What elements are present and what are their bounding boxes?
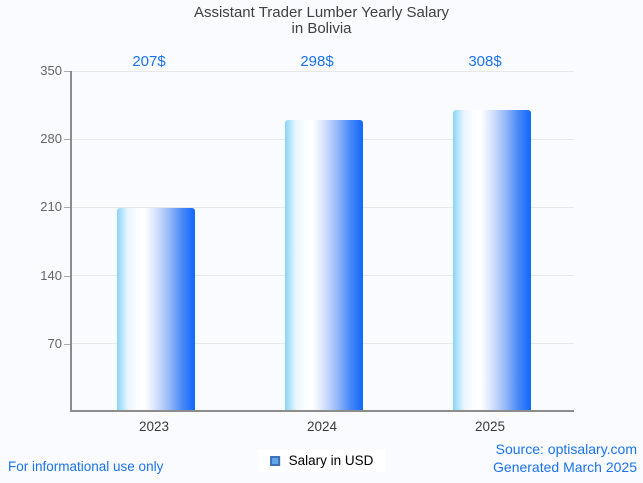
y-axis-label: 70: [47, 335, 62, 351]
x-axis-label: 2025: [474, 419, 506, 434]
generated-text: Generated March 2025: [493, 458, 637, 475]
y-tick-mark: [64, 71, 70, 72]
source-attribution: Source: optisalary.com Generated March 2…: [493, 441, 637, 476]
bar-2023[interactable]: [117, 208, 195, 410]
bar-value-label: 207$: [132, 53, 166, 70]
bar-2025[interactable]: [453, 109, 531, 410]
y-tick-mark: [64, 139, 70, 141]
disclaimer-text: For informational use only: [8, 459, 164, 474]
legend-label: Salary in USD: [288, 453, 374, 468]
y-axis-label: 140: [40, 267, 62, 283]
y-tick-mark: [64, 343, 70, 345]
y-axis-label: 350: [40, 63, 62, 78]
source-text: Source: optisalary.com: [495, 441, 637, 457]
plot-area: [70, 70, 574, 412]
chart-title: Assistant Trader Lumber Yearly Salary in…: [0, 5, 643, 37]
y-axis-label: 280: [40, 131, 62, 147]
chart-title-line1: Assistant Trader Lumber Yearly Salary: [193, 4, 450, 21]
y-tick-mark: [64, 275, 70, 277]
bar-value-label: 298$: [300, 53, 334, 70]
bar-2024[interactable]: [285, 119, 363, 410]
y-axis-label: 210: [40, 199, 62, 215]
x-axis-label: 2023: [138, 419, 170, 434]
x-axis-label: 2024: [306, 419, 338, 434]
y-tick-mark: [64, 207, 70, 209]
legend-item-salary-in-usd[interactable]: Salary in USD: [257, 449, 386, 472]
bar-value-label: 308$: [468, 53, 502, 70]
legend-swatch-icon: [269, 455, 280, 466]
gridline: [72, 70, 574, 72]
chart-title-line2: in Bolivia: [291, 20, 352, 37]
